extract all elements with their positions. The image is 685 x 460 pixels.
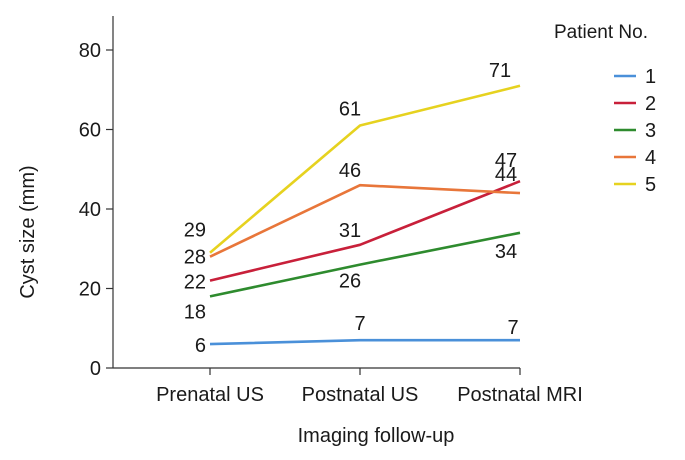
- series-line-patient-2: [209, 179, 521, 282]
- data-label: 26: [339, 271, 361, 293]
- y-tick-label: 20: [79, 279, 101, 301]
- series-line-patient-1: [209, 338, 520, 346]
- legend: 1 2 3 4 5: [614, 66, 656, 196]
- data-label: 61: [339, 99, 361, 121]
- data-label: 28: [184, 247, 206, 269]
- legend-label-patient-2: 2: [645, 93, 656, 115]
- data-label: 29: [184, 220, 206, 242]
- data-label: 22: [184, 272, 206, 294]
- series-line-patient-5: [209, 84, 521, 254]
- data-label: 7: [354, 313, 365, 335]
- series-lines: [209, 84, 521, 346]
- data-label: 46: [339, 160, 361, 182]
- legend-label-patient-4: 4: [645, 147, 656, 169]
- data-label: 71: [489, 60, 511, 82]
- legend-title: Patient No.: [554, 22, 648, 43]
- y-tick-label: 60: [79, 120, 101, 142]
- x-axis-title: Imaging follow-up: [298, 425, 455, 447]
- legend-label-patient-5: 5: [645, 174, 656, 196]
- data-label: 34: [495, 241, 517, 263]
- x-tick-label: Prenatal US: [156, 384, 264, 406]
- y-tick-label: 80: [79, 40, 101, 62]
- y-axis-title: Cyst size (mm): [17, 165, 39, 298]
- y-tick-label: 40: [79, 199, 101, 221]
- x-tick-label: Postnatal US: [302, 384, 419, 406]
- data-label: 18: [184, 301, 206, 323]
- data-label: 47: [495, 150, 517, 172]
- x-tick-label: Postnatal MRI: [457, 384, 583, 406]
- axes: 0 20 40 60 80 Prenatal US Postnatal US Postnata…: [79, 16, 583, 406]
- legend-label-patient-3: 3: [645, 120, 656, 142]
- y-tick-label: 0: [90, 358, 101, 380]
- data-label: 7: [507, 317, 518, 339]
- legend-label-patient-1: 1: [645, 66, 656, 88]
- series-line-patient-3: [209, 231, 521, 298]
- data-label: 44: [495, 164, 517, 186]
- data-label: 31: [339, 220, 361, 242]
- data-label: 6: [195, 335, 206, 357]
- series-line-patient-4: [209, 183, 521, 258]
